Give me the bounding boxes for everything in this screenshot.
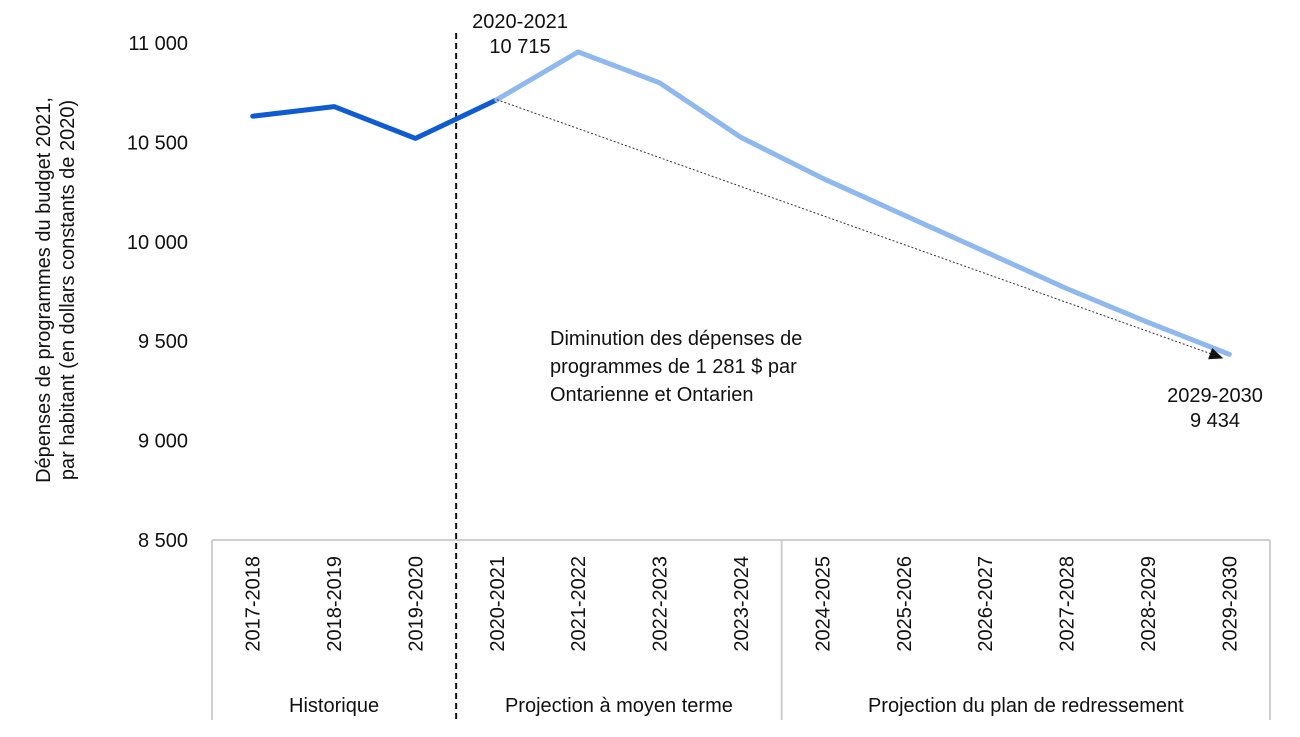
x-tick-label: 2018-2019 (324, 556, 346, 652)
x-tick-label: 2022-2023 (650, 556, 672, 652)
decline-arrow-head (1208, 347, 1224, 360)
decline-arrow-line (496, 99, 1216, 356)
start-value-label: 2020-2021 (472, 11, 568, 33)
series-line-2 (494, 49, 1232, 357)
category-table (211, 33, 1271, 720)
y-axis-ticks: 11 000 10 500 10 000 9 500 9 000 8 500 (127, 33, 188, 552)
group-label: Projection à moyen terme (505, 695, 733, 717)
decline-message: Ontarienne et Ontarien (550, 384, 753, 406)
category-labels: 2017-2018 2018-2019 2019-2020 2020-2021 2021… (243, 556, 1242, 652)
y-tick-label: 8 500 (138, 530, 188, 552)
y-tick-label: 9 500 (138, 331, 188, 353)
y-axis-title-line: Dépenses de programmes du budget 2021, (33, 97, 55, 483)
y-tick-label: 10 000 (127, 232, 188, 254)
x-tick-label: 2024-2025 (812, 556, 834, 652)
x-tick-label: 2020-2021 (487, 556, 509, 652)
x-tick-label: 2023-2024 (731, 556, 753, 652)
x-tick-label: 2017-2018 (243, 556, 265, 652)
x-tick-label: 2027-2028 (1057, 556, 1079, 652)
group-labels: Historique Projection à moyen terme Projec… (289, 695, 1184, 717)
decline-message: programmes de 1 281 $ par (550, 356, 797, 378)
end-value-label: 2029-2030 (1167, 385, 1263, 407)
group-label: Historique (289, 695, 379, 717)
series-lines (250, 49, 1232, 357)
y-axis-title-line: par habitant (en dollars constants de 20… (57, 100, 79, 480)
x-tick-label: 2021-2022 (568, 556, 590, 652)
decline-message: Diminution des dépenses de (550, 328, 802, 350)
x-tick-label: 2026-2027 (975, 556, 997, 652)
x-tick-label: 2025-2026 (894, 556, 916, 652)
y-tick-label: 9 000 (138, 431, 188, 453)
y-axis-label: Dépenses de programmes du budget 2021, pa… (33, 97, 79, 483)
series-line-1 (250, 97, 500, 141)
y-tick-label: 11 000 (128, 33, 188, 55)
start-value-label: 10 715 (489, 36, 550, 58)
x-tick-label: 2019-2020 (405, 556, 427, 652)
group-label: Projection du plan de redressement (868, 695, 1184, 717)
annotations: 2020-2021 10 715 2029-2030 9 434 Diminution … (472, 11, 1263, 432)
end-value-label: 9 434 (1190, 410, 1240, 432)
y-tick-label: 10 500 (127, 132, 188, 154)
x-tick-label: 2029-2030 (1219, 556, 1241, 652)
x-tick-label: 2028-2029 (1138, 556, 1160, 652)
